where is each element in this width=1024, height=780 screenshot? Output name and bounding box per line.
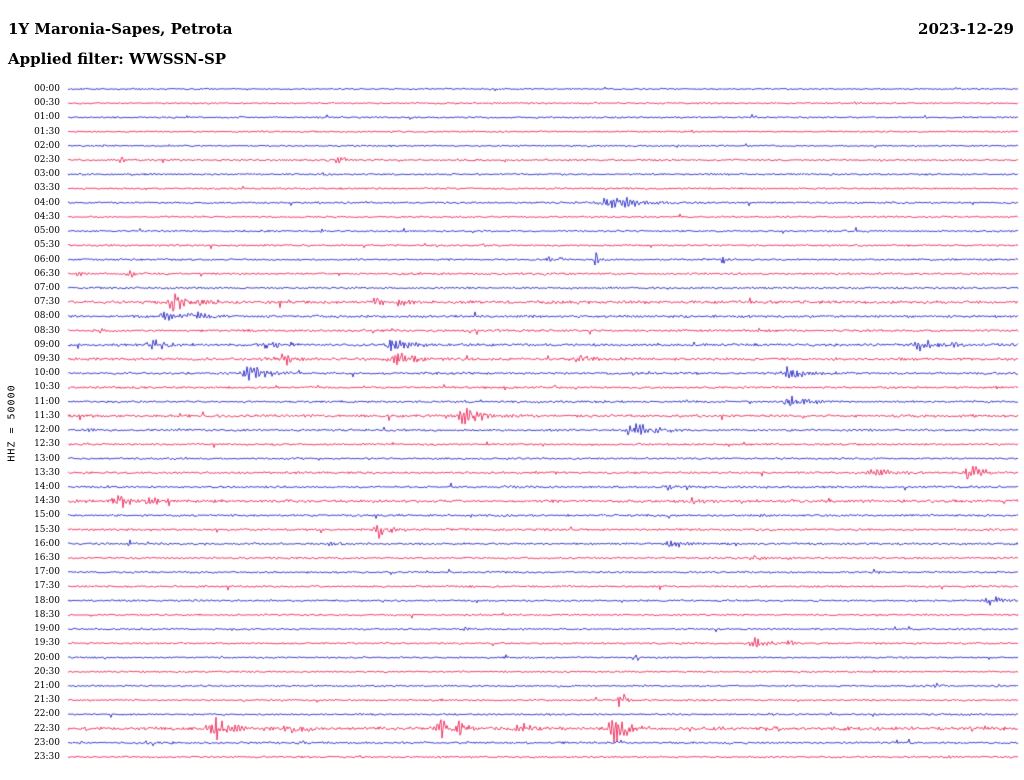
filter-label: Applied filter: WWSSN-SP xyxy=(8,50,227,68)
time-label: 17:30 xyxy=(34,581,60,592)
record-date: 2023-12-29 xyxy=(918,20,1014,38)
time-label: 06:30 xyxy=(34,268,60,279)
time-label: 05:30 xyxy=(34,240,60,251)
time-label: 00:30 xyxy=(34,98,60,109)
time-label: 19:00 xyxy=(34,624,60,635)
time-label: 14:30 xyxy=(34,496,60,507)
time-label: 15:00 xyxy=(34,510,60,521)
time-label: 16:00 xyxy=(34,538,60,549)
time-label: 19:30 xyxy=(34,638,60,649)
time-label: 20:30 xyxy=(34,666,60,677)
time-label: 16:30 xyxy=(34,553,60,564)
time-label: 11:00 xyxy=(34,396,60,407)
time-label: 01:30 xyxy=(34,126,60,137)
time-label: 18:00 xyxy=(34,595,60,606)
time-label: 02:30 xyxy=(34,155,60,166)
time-label: 07:00 xyxy=(34,282,60,293)
time-label: 21:00 xyxy=(34,680,60,691)
time-label: 03:00 xyxy=(34,169,60,180)
time-label: 07:30 xyxy=(34,297,60,308)
time-label: 17:00 xyxy=(34,567,60,578)
time-label: 10:30 xyxy=(34,382,60,393)
time-label: 22:30 xyxy=(34,723,60,734)
time-label: 01:00 xyxy=(34,112,60,123)
time-label: 18:30 xyxy=(34,609,60,620)
time-label: 08:00 xyxy=(34,311,60,322)
time-label: 05:00 xyxy=(34,226,60,237)
time-label: 13:30 xyxy=(34,467,60,478)
time-label: 12:30 xyxy=(34,439,60,450)
time-label: 23:30 xyxy=(34,752,60,762)
time-label: 10:00 xyxy=(34,368,60,379)
time-label: 13:00 xyxy=(34,453,60,464)
time-label: 15:30 xyxy=(34,524,60,535)
time-label: 04:30 xyxy=(34,211,60,222)
time-label: 20:00 xyxy=(34,652,60,663)
time-label: 21:30 xyxy=(34,695,60,706)
time-label: 04:00 xyxy=(34,197,60,208)
time-label: 12:00 xyxy=(34,425,60,436)
time-label: 02:00 xyxy=(34,140,60,151)
time-label: 09:30 xyxy=(34,354,60,365)
time-label: 14:00 xyxy=(34,481,60,492)
time-label: 22:00 xyxy=(34,709,60,720)
time-label: 09:00 xyxy=(34,339,60,350)
time-label: 23:00 xyxy=(34,737,60,748)
time-label: 06:00 xyxy=(34,254,60,265)
station-title: 1Y Maronia-Sapes, Petrota xyxy=(8,20,233,38)
time-label: 03:30 xyxy=(34,183,60,194)
time-label: 11:30 xyxy=(34,410,60,421)
time-label: 00:00 xyxy=(34,84,60,94)
time-label: 08:30 xyxy=(34,325,60,336)
